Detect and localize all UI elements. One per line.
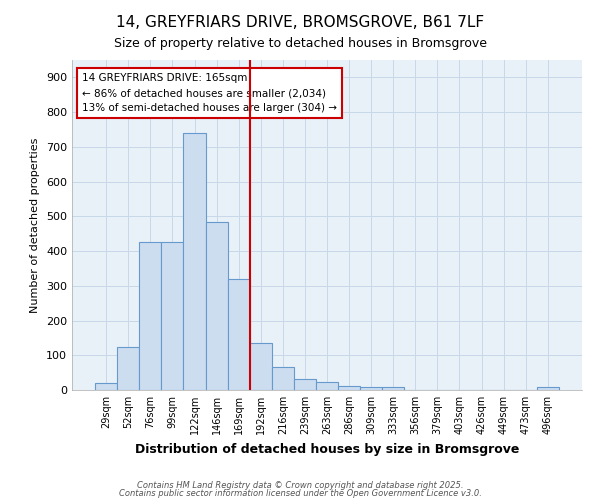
- Text: Contains public sector information licensed under the Open Government Licence v3: Contains public sector information licen…: [119, 489, 481, 498]
- Bar: [117, 346, 139, 390]
- Bar: [161, 242, 184, 390]
- Text: Size of property relative to detached houses in Bromsgrove: Size of property relative to detached ho…: [113, 38, 487, 51]
- Bar: [206, 222, 227, 390]
- Bar: [316, 382, 338, 390]
- Bar: [227, 279, 250, 390]
- Bar: [95, 383, 117, 390]
- Bar: [139, 242, 161, 390]
- Bar: [360, 387, 382, 390]
- Bar: [294, 379, 316, 390]
- Text: 14 GREYFRIARS DRIVE: 165sqm
← 86% of detached houses are smaller (2,034)
13% of : 14 GREYFRIARS DRIVE: 165sqm ← 86% of det…: [82, 73, 337, 113]
- Y-axis label: Number of detached properties: Number of detached properties: [31, 138, 40, 312]
- Text: Contains HM Land Registry data © Crown copyright and database right 2025.: Contains HM Land Registry data © Crown c…: [137, 480, 463, 490]
- Bar: [338, 386, 360, 390]
- X-axis label: Distribution of detached houses by size in Bromsgrove: Distribution of detached houses by size …: [135, 442, 519, 456]
- Text: 14, GREYFRIARS DRIVE, BROMSGROVE, B61 7LF: 14, GREYFRIARS DRIVE, BROMSGROVE, B61 7L…: [116, 15, 484, 30]
- Bar: [250, 343, 272, 390]
- Bar: [272, 368, 294, 390]
- Bar: [382, 387, 404, 390]
- Bar: [537, 387, 559, 390]
- Bar: [184, 133, 206, 390]
